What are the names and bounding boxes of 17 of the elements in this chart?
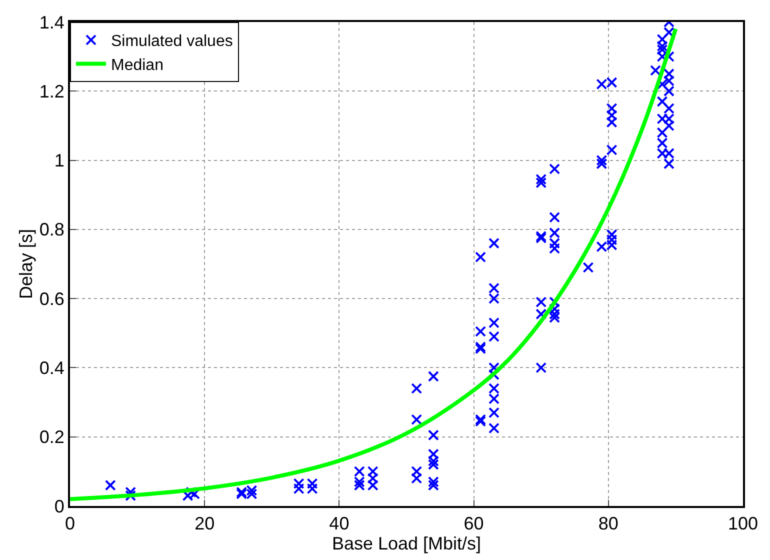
x-tick-label: 40 [329,514,350,534]
x-tick-label: 20 [194,514,215,534]
x-tick-label: 60 [464,514,484,534]
y-tick-label: 1.2 [39,81,64,102]
y-tick-label: 1.4 [39,12,64,32]
y-axis-title: Delay [s] [16,228,36,300]
y-tick-label: 0.6 [39,288,64,309]
x-tick-label: 80 [598,514,618,534]
legend-label: Simulated values [111,33,233,50]
y-tick-label: 0.8 [39,220,64,240]
legend-label: Median [111,56,164,74]
y-tick-label: 0 [54,496,64,516]
x-tick-label: 100 [728,514,758,534]
y-tick-label: 0.2 [39,427,64,448]
y-tick-label: 0.4 [39,358,64,378]
y-tick-label: 1 [54,150,64,171]
x-axis-title: Base Load [Mbit/s] [332,534,482,554]
